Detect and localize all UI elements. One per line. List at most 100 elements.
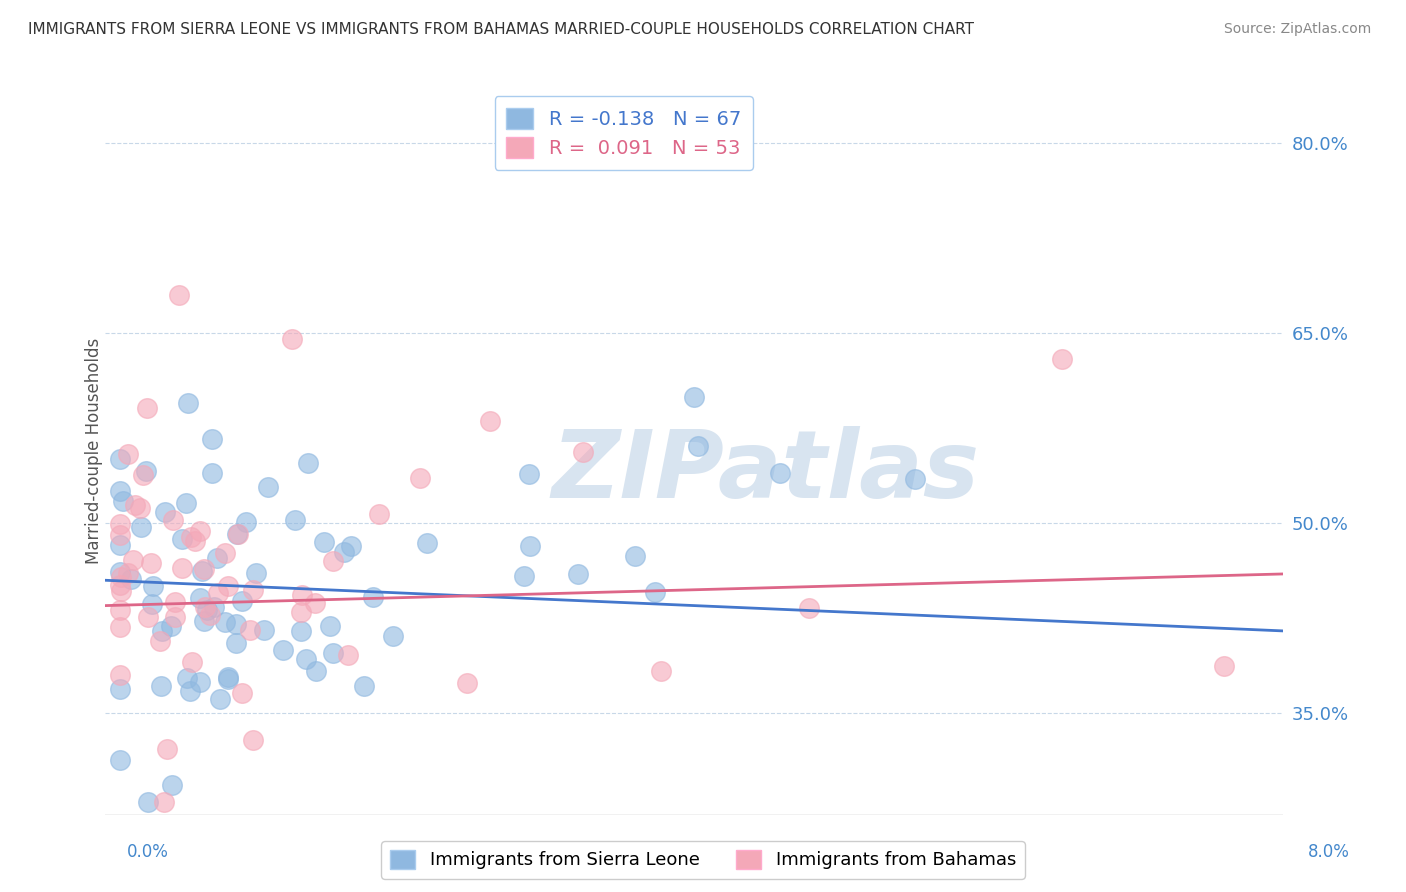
Point [108, 528, 131, 542]
Point [167, 288, 190, 302]
Point [156, 742, 179, 756]
Point [108, 667, 131, 681]
Point [256, 480, 278, 494]
Point [305, 664, 328, 678]
Point [202, 599, 225, 614]
Point [207, 585, 229, 599]
Point [231, 685, 253, 699]
Point [159, 619, 181, 633]
Point [153, 795, 176, 809]
Point [478, 414, 501, 428]
Point [160, 778, 183, 792]
Point [284, 513, 307, 527]
Point [322, 646, 344, 660]
Point [217, 673, 239, 687]
Point [797, 601, 820, 615]
Legend: R = -0.138   N = 67, R =  0.091   N = 53: R = -0.138 N = 67, R = 0.091 N = 53 [495, 96, 752, 169]
Point [201, 466, 224, 480]
Point [567, 566, 589, 581]
Point [135, 464, 157, 478]
Point [110, 584, 132, 599]
Point [136, 795, 159, 809]
Text: IMMIGRANTS FROM SIERRA LEONE VS IMMIGRANTS FROM BAHAMAS MARRIED-COUPLE HOUSEHOLD: IMMIGRANTS FROM SIERRA LEONE VS IMMIGRAN… [28, 22, 974, 37]
Point [108, 603, 131, 617]
Point [339, 540, 361, 554]
Point [188, 524, 211, 538]
Point [188, 591, 211, 605]
Point [108, 754, 131, 768]
Point [172, 533, 194, 547]
Point [110, 570, 132, 584]
Point [176, 671, 198, 685]
Point [108, 565, 131, 579]
Point [201, 432, 224, 446]
Point [291, 588, 314, 602]
Point [239, 624, 262, 638]
Point [183, 533, 205, 548]
Point [139, 556, 162, 570]
Point [297, 456, 319, 470]
Point [683, 390, 706, 404]
Point [290, 606, 312, 620]
Legend: Immigrants from Sierra Leone, Immigrants from Bahamas: Immigrants from Sierra Leone, Immigrants… [381, 841, 1025, 879]
Point [193, 614, 215, 628]
Point [319, 619, 342, 633]
Point [361, 591, 384, 605]
Point [181, 655, 204, 669]
Point [194, 599, 217, 614]
Point [165, 595, 187, 609]
Point [108, 484, 131, 499]
Text: ZIPatlas: ZIPatlas [551, 426, 979, 518]
Point [108, 538, 131, 552]
Point [686, 439, 709, 453]
Point [155, 504, 177, 518]
Point [162, 513, 184, 527]
Point [111, 493, 134, 508]
Point [382, 629, 405, 643]
Point [217, 670, 239, 684]
Point [225, 527, 247, 541]
Point [142, 579, 165, 593]
Point [136, 401, 159, 415]
Text: 8.0%: 8.0% [1308, 843, 1350, 861]
Point [226, 527, 249, 541]
Point [121, 553, 143, 567]
Point [416, 535, 439, 549]
Point [235, 515, 257, 529]
Point [368, 507, 391, 521]
Point [456, 676, 478, 690]
Point [572, 445, 595, 459]
Point [519, 539, 541, 553]
Point [180, 529, 202, 543]
Point [214, 615, 236, 629]
Point [108, 452, 131, 467]
Point [644, 585, 666, 599]
Point [225, 636, 247, 650]
Point [333, 545, 356, 559]
Point [191, 565, 214, 579]
Point [281, 333, 304, 347]
Point [163, 610, 186, 624]
Point [271, 643, 294, 657]
Point [117, 447, 139, 461]
Point [205, 550, 228, 565]
Point [209, 692, 232, 706]
Point [295, 652, 318, 666]
Point [195, 603, 218, 617]
Point [217, 579, 239, 593]
Point [120, 572, 142, 586]
Point [304, 596, 326, 610]
Point [117, 566, 139, 580]
Point [132, 468, 155, 483]
Point [174, 495, 197, 509]
Point [141, 597, 163, 611]
Point [149, 679, 172, 693]
Point [193, 562, 215, 576]
Point [152, 624, 174, 638]
Point [312, 534, 335, 549]
Point [517, 467, 540, 481]
Point [513, 569, 536, 583]
Point [108, 620, 131, 634]
Point [198, 608, 221, 623]
Point [769, 467, 792, 481]
